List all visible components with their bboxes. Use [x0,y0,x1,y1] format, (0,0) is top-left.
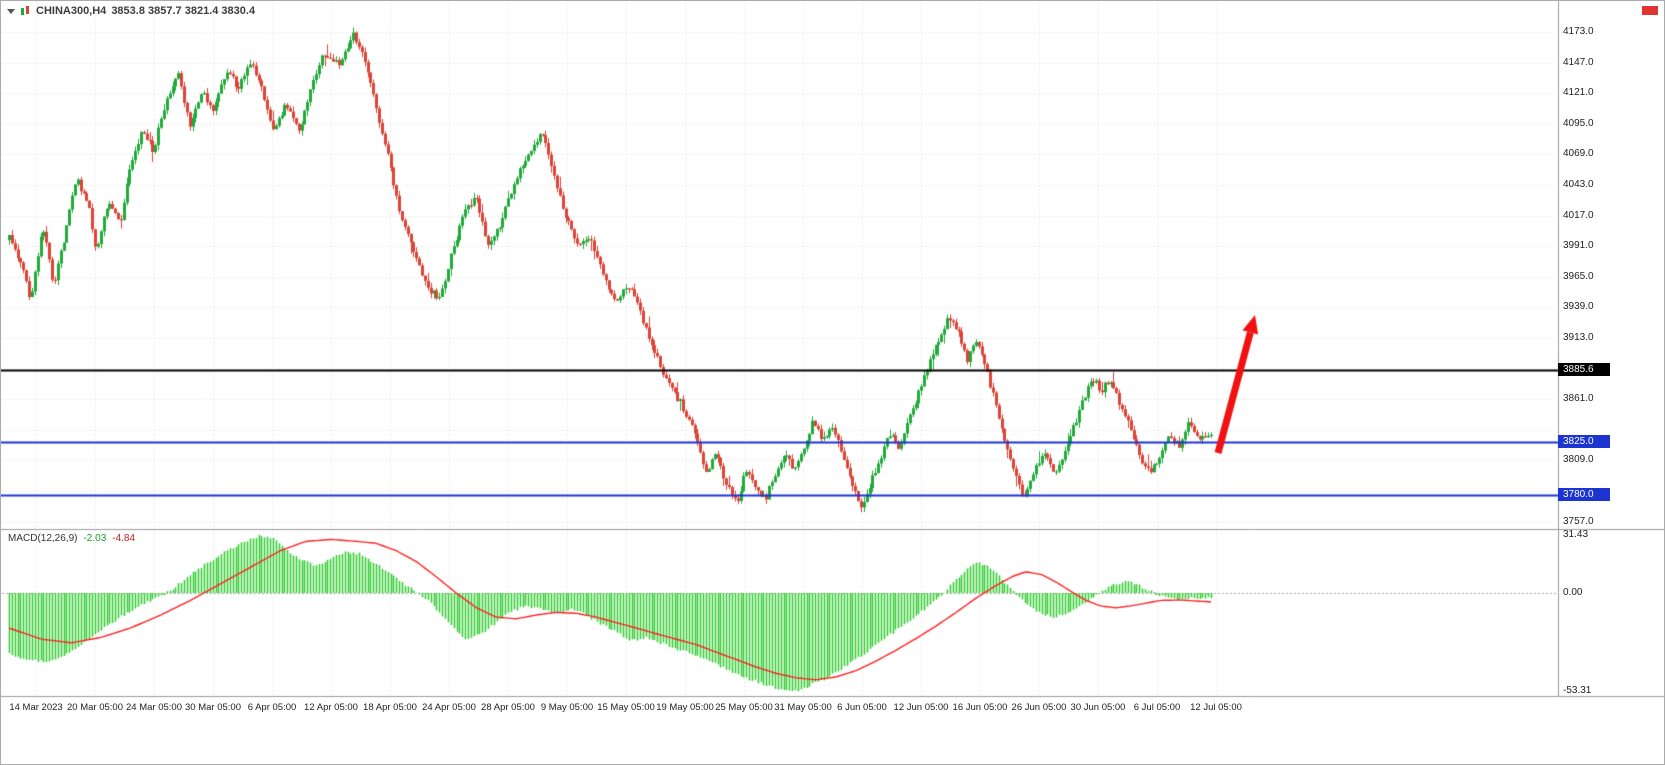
price-tick-label: 4095.0 [1563,117,1594,129]
chevron-down-icon[interactable] [7,8,15,14]
symbol-quote-values: 3853.8 3857.7 3821.4 3830.4 [111,5,256,17]
price-tick-label: 4017.0 [1563,209,1594,221]
time-axis-label: 9 May 05:00 [540,702,594,713]
time-axis-label: 6 Apr 05:00 [247,702,297,713]
symbol-title: CHINA300,H4 [36,5,107,17]
price-tick-label: 3965.0 [1563,270,1594,282]
price-tick-label: 3913.0 [1563,331,1594,343]
time-axis-label: 14 Mar 2023 [9,702,63,713]
price-tick-label: 4173.0 [1563,26,1594,37]
time-axis-label: 20 Mar 05:00 [67,702,123,713]
price-tick-label: 4069.0 [1563,148,1594,160]
price-tick-label: 3939.0 [1563,301,1594,313]
candlestick-icon [20,5,31,17]
time-axis-label: 6 Jun 05:00 [837,702,887,713]
price-tick-label: 3991.0 [1563,240,1594,252]
price-line-badge: 3780.0 [1558,487,1610,501]
price-tick-label: 3861.0 [1563,393,1594,405]
price-tick-label: 4121.0 [1563,87,1594,99]
indicator-label: MACD(12,26,9) -2.03 -4.84 [8,533,135,544]
price-axis[interactable]: 4173.0 4147.0 4121.0 4095.0 4069.0 4043.0 4017… [1558,1,1664,697]
price-tick-label: 3757.0 [1563,515,1594,527]
time-axis-label: 25 May 05:00 [715,702,773,713]
time-axis-label: 15 May 05:00 [597,702,655,713]
indicator-macd-value: -2.03 [83,533,107,544]
macd-axis-label: 31.43 [1563,529,1589,540]
price-tick-label: 3809.0 [1563,454,1594,466]
macd-axis-label: -53.31 [1563,685,1592,697]
time-axis-label: 12 Jul 05:00 [1190,702,1242,713]
price-tick-label: 4043.0 [1563,178,1594,190]
time-axis-label: 6 Jul 05:00 [1133,702,1181,713]
top-right-marker [1642,6,1658,15]
time-axis-label: 30 Jun 05:00 [1070,702,1126,713]
time-axis-label: 28 Apr 05:00 [481,702,535,713]
time-axis-label: 18 Apr 05:00 [363,702,417,713]
price-line-badge: 3885.6 [1558,363,1610,377]
time-axis-label: 30 Mar 05:00 [185,702,241,713]
macd-axis-label: 0.00 [1563,587,1583,598]
time-axis[interactable]: 14 Mar 2023 20 Mar 05:00 24 Mar 05:00 30 Ma… [1,699,1558,717]
time-axis-label: 16 Jun 05:00 [952,702,1008,713]
time-axis-label: 12 Jun 05:00 [893,702,949,713]
time-axis-label: 19 May 05:00 [656,702,714,713]
price-line-badge: 3825.0 [1558,434,1610,448]
indicator-signal-value: -4.84 [112,533,136,544]
time-axis-label: 26 Jun 05:00 [1011,702,1067,713]
time-axis-label: 24 Apr 05:00 [422,702,476,713]
time-axis-label: 12 Apr 05:00 [304,702,358,713]
price-tick-label: 4147.0 [1563,56,1594,68]
time-axis-label: 31 May 05:00 [774,702,832,713]
symbol-info: CHINA300,H4 3853.8 3857.7 3821.4 3830.4 [7,5,255,17]
time-axis-label: 24 Mar 05:00 [126,702,182,713]
indicator-name: MACD(12,26,9) [8,533,78,544]
